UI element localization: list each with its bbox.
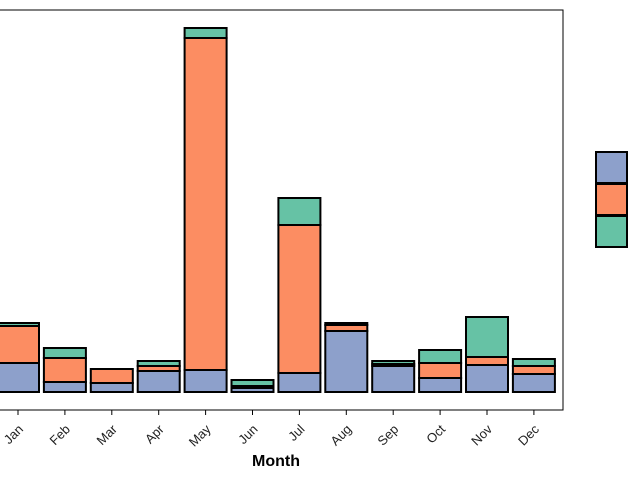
plot-panel-border [0, 9, 564, 411]
bar-segment-nov-series-3 [465, 316, 509, 358]
bar-segment-jan-series-3 [0, 322, 40, 327]
x-tick-label: Jul [285, 421, 307, 443]
bar-segment-sep-series-1 [371, 365, 416, 393]
x-tick-label: Feb [47, 422, 73, 448]
bar-segment-apr-series-1 [136, 370, 181, 393]
bar-segment-jul-series-2 [277, 224, 322, 374]
bar-segment-may-series-3 [183, 27, 228, 39]
bar-segment-nov-series-1 [465, 364, 509, 393]
bar-segment-dec-series-3 [511, 358, 556, 367]
bar-segment-jan-series-2 [0, 325, 40, 364]
bar-segment-mar-series-2 [89, 368, 134, 384]
bar-segment-oct-series-2 [418, 362, 463, 379]
bar-segment-dec-series-2 [511, 365, 556, 375]
bar-segment-oct-series-3 [418, 349, 463, 364]
bar-segment-may-series-1 [183, 369, 228, 393]
x-tick-label: Sep [374, 422, 401, 449]
bar-segment-mar-series-1 [89, 382, 134, 393]
legend-key-series-2 [595, 183, 628, 216]
bar-segment-dec-series-1 [511, 373, 556, 393]
bar-segment-feb-series-1 [42, 381, 87, 393]
legend [595, 151, 628, 248]
bar-segment-feb-series-2 [42, 357, 87, 383]
bar-segment-nov-series-2 [465, 356, 509, 366]
x-tick-label: May [186, 421, 214, 449]
x-tick-label: Apr [142, 421, 167, 446]
x-tick-label: Aug [327, 422, 354, 449]
bar-segment-oct-series-1 [418, 377, 463, 393]
bar-segment-may-series-2 [183, 37, 228, 371]
bar-segment-jan-series-1 [0, 362, 40, 393]
x-tick-label: Dec [515, 421, 542, 448]
legend-key-series-1 [595, 151, 628, 184]
bar-segment-aug-series-3 [324, 322, 369, 326]
x-tick-label: Nov [468, 421, 495, 448]
bar-segment-apr-series-3 [136, 360, 181, 367]
x-axis-title: Month [252, 453, 300, 470]
bar-segment-aug-series-1 [324, 330, 369, 393]
bar-segment-jun-series-3 [230, 379, 275, 387]
legend-key-series-3 [595, 215, 628, 248]
x-tick-label: Mar [93, 421, 120, 448]
bar-segment-sep-series-3 [371, 360, 416, 365]
bars-layer [0, 27, 556, 393]
bar-segment-jul-series-1 [277, 372, 322, 393]
bar-segment-feb-series-3 [42, 347, 87, 359]
x-tick-label: Jun [235, 422, 260, 447]
x-tick-label: Oct [423, 421, 448, 446]
x-tick-label: Jan [1, 422, 26, 447]
bar-segment-jul-series-3 [277, 197, 322, 226]
